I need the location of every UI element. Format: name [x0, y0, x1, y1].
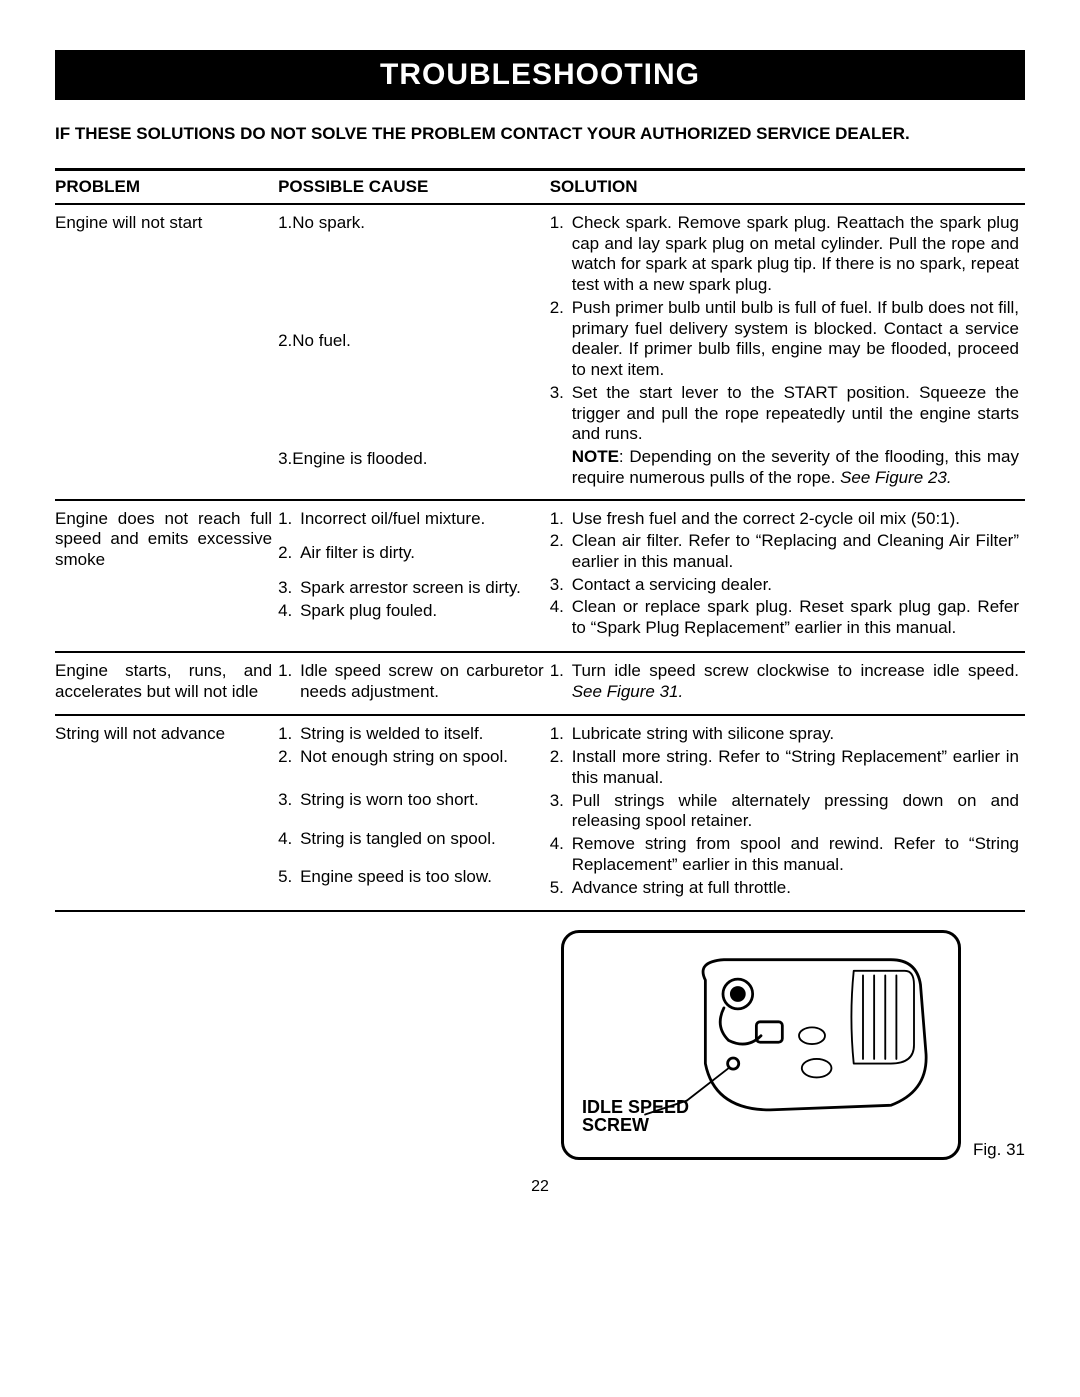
- warning-text: IF THESE SOLUTIONS DO NOT SOLVE THE PROB…: [55, 124, 1025, 144]
- table-row: Engine will not start1.No spark.2.No fue…: [55, 204, 1025, 500]
- table-header-row: PROBLEM POSSIBLE CAUSE SOLUTION: [55, 170, 1025, 205]
- cause-cell: 1.String is welded to itself.2.Not enoug…: [278, 715, 550, 911]
- col-header-cause: POSSIBLE CAUSE: [278, 170, 550, 205]
- troubleshooting-table: PROBLEM POSSIBLE CAUSE SOLUTION Engine w…: [55, 168, 1025, 912]
- figure-box: IDLE SPEED SCREW: [561, 930, 961, 1160]
- table-row: Engine starts, runs, and accelerates but…: [55, 652, 1025, 715]
- page-number: 22: [55, 1178, 1025, 1196]
- problem-cell: Engine does not reach full speed and emi…: [55, 500, 278, 652]
- solution-cell: 1.Turn idle speed screw clockwise to inc…: [550, 652, 1025, 715]
- solution-cell: 1.Lubricate string with silicone spray.2…: [550, 715, 1025, 911]
- col-header-problem: PROBLEM: [55, 170, 278, 205]
- solution-cell: 1.Use fresh fuel and the correct 2-cycle…: [550, 500, 1025, 652]
- table-row: String will not advance1.String is welde…: [55, 715, 1025, 911]
- problem-cell: String will not advance: [55, 715, 278, 911]
- col-header-solution: SOLUTION: [550, 170, 1025, 205]
- figure-label-line2: SCREW: [582, 1115, 649, 1135]
- cause-cell: 1.Idle speed screw on carburetor needs a…: [278, 652, 550, 715]
- problem-cell: Engine starts, runs, and accelerates but…: [55, 652, 278, 715]
- cause-cell: 1.Incorrect oil/fuel mixture.2.Air filte…: [278, 500, 550, 652]
- figure-area: IDLE SPEED SCREW Fig. 31: [55, 930, 1025, 1160]
- table-row: Engine does not reach full speed and emi…: [55, 500, 1025, 652]
- problem-cell: Engine will not start: [55, 204, 278, 500]
- page-title-bar: TROUBLESHOOTING: [55, 50, 1025, 100]
- figure-label: IDLE SPEED SCREW: [582, 1098, 689, 1136]
- figure-label-line1: IDLE SPEED: [582, 1097, 689, 1117]
- cause-cell: 1.No spark.2.No fuel.3.Engine is flooded…: [278, 204, 550, 500]
- figure-caption: Fig. 31: [973, 1140, 1025, 1160]
- solution-cell: 1.Check spark. Remove spark plug. Reatta…: [550, 204, 1025, 500]
